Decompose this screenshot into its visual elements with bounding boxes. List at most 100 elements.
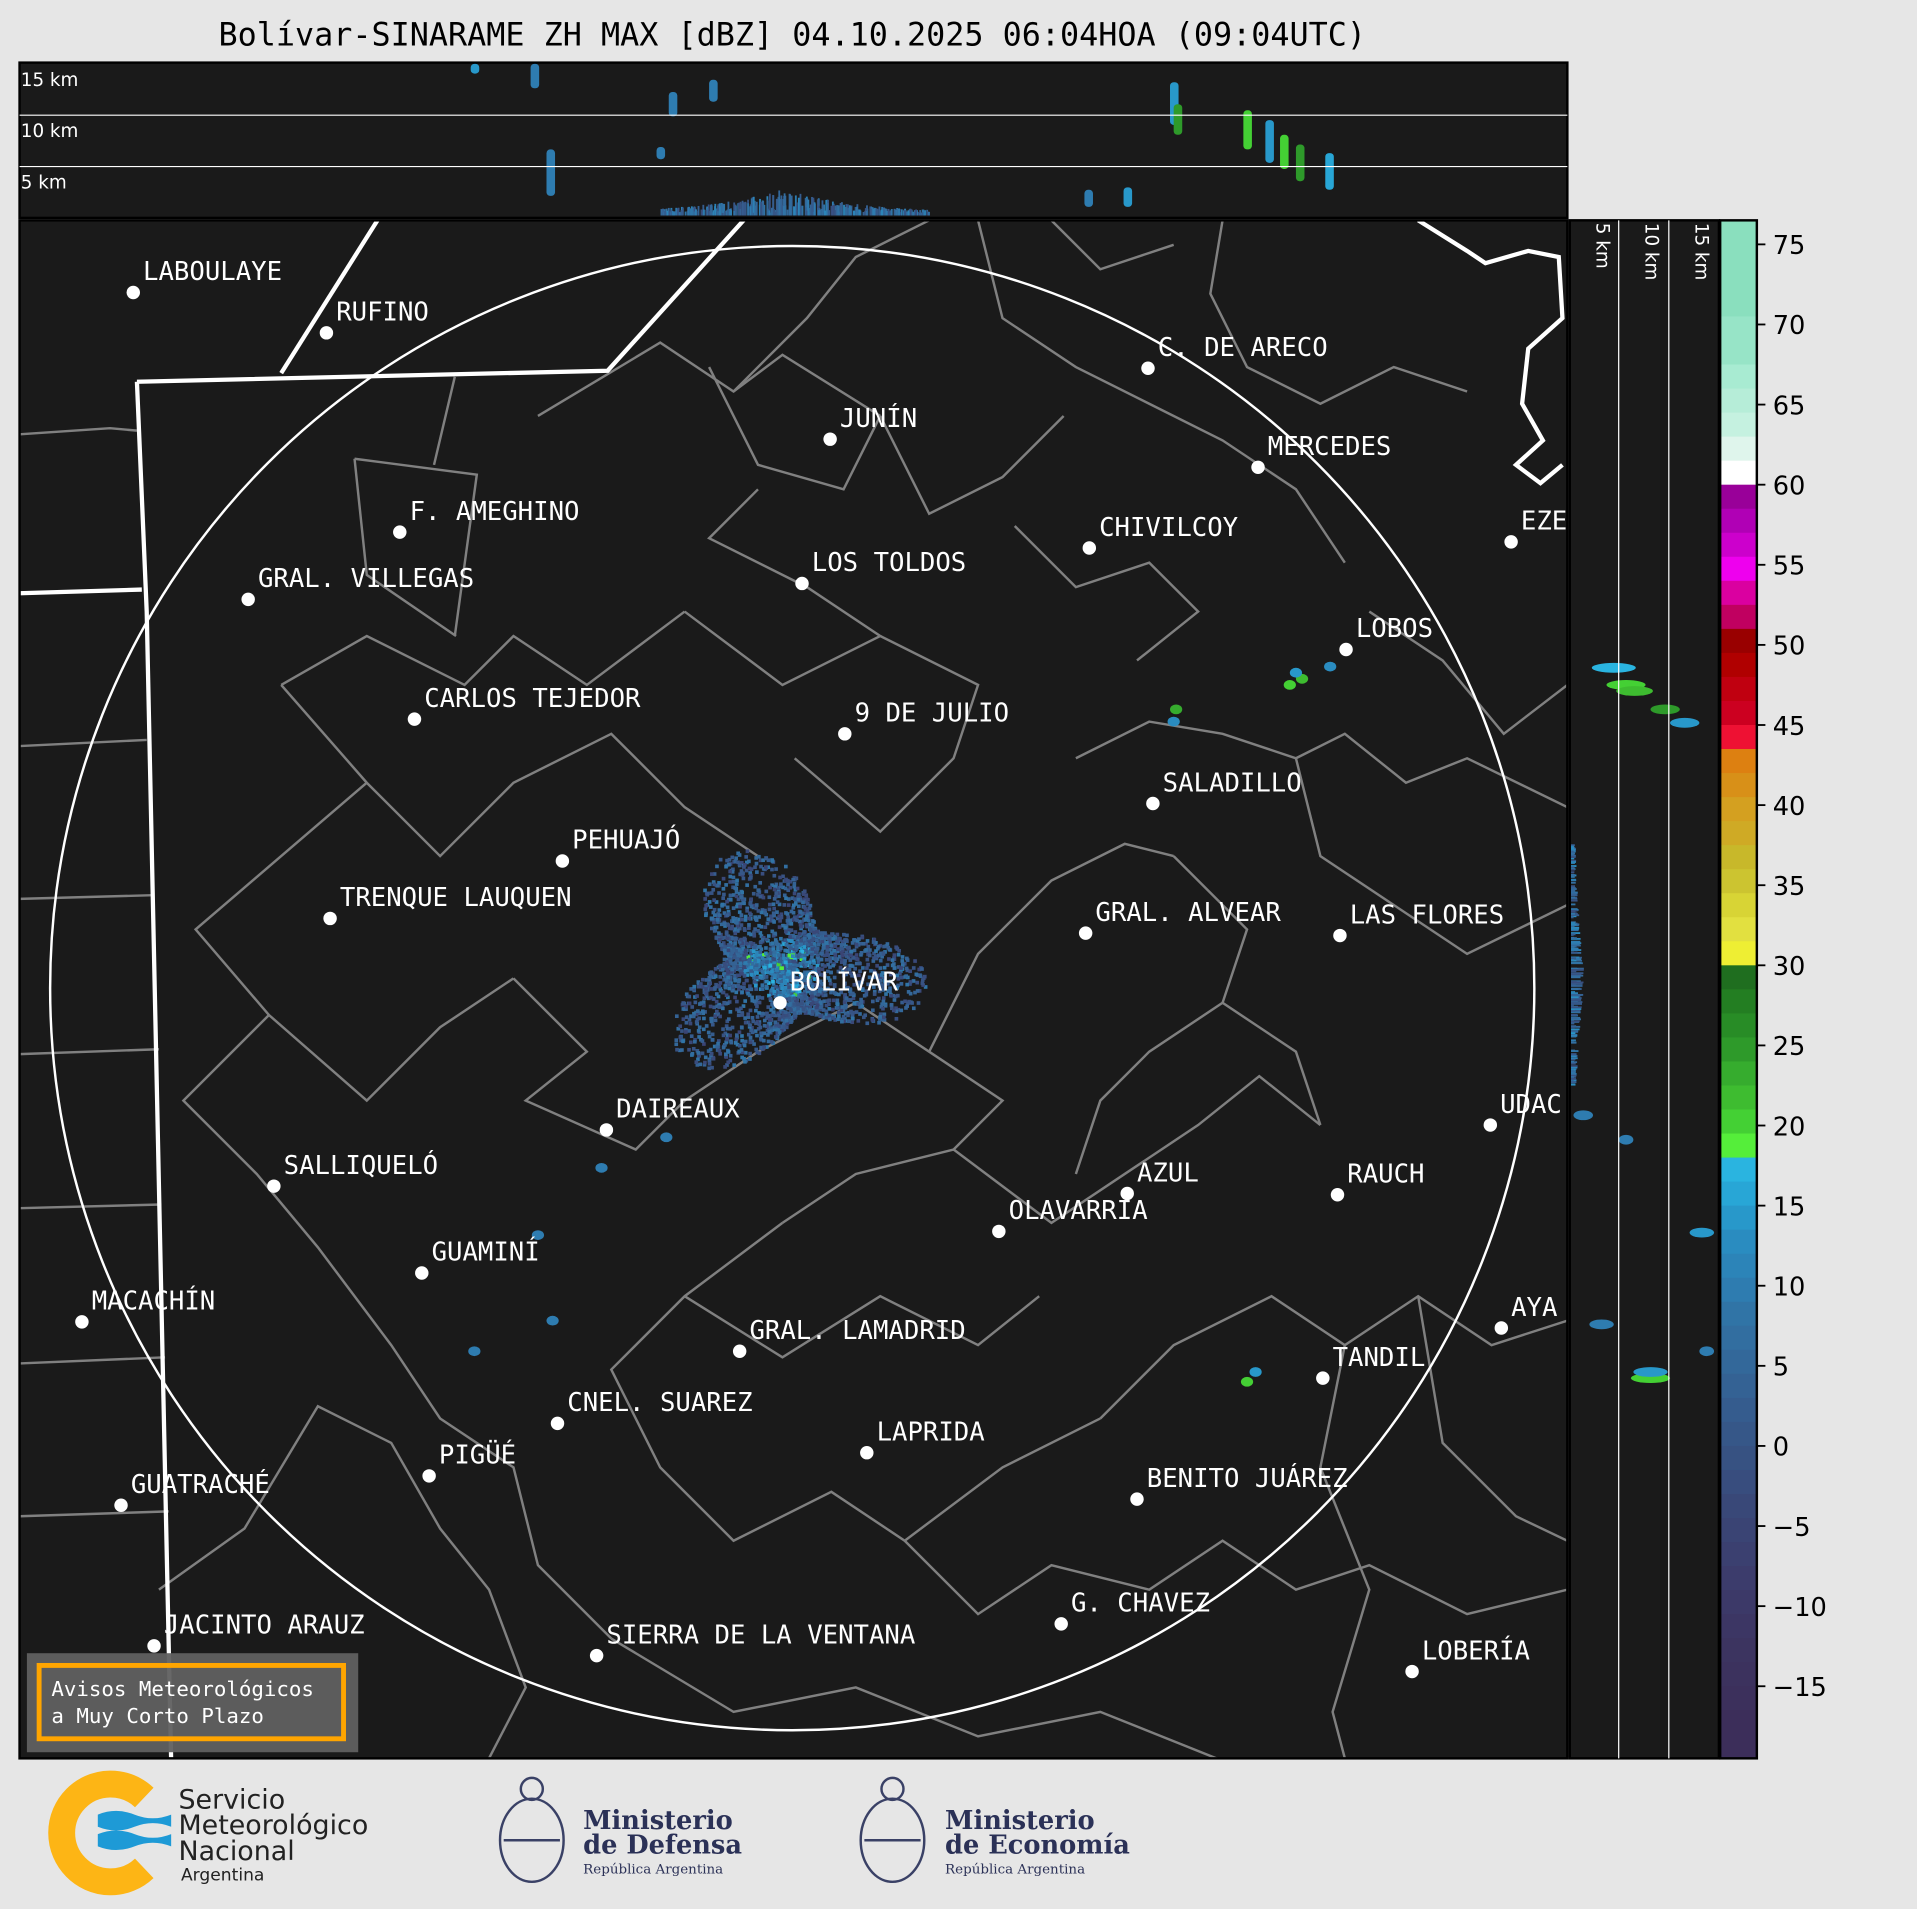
echo-pixel: [889, 993, 893, 998]
echo-pixel: [908, 982, 912, 986]
echo-pixel: [840, 1005, 844, 1009]
echo-pixel: [810, 984, 815, 989]
city-dot: [75, 1315, 89, 1329]
profile-echo: [1571, 945, 1575, 948]
echo-pixel: [728, 1053, 733, 1058]
echo-pixel: [731, 983, 736, 988]
profile-echo: [845, 206, 847, 216]
echo-pixel: [842, 932, 846, 937]
echo-pixel: [773, 931, 777, 936]
logo-text: Meteorológico: [178, 1810, 368, 1841]
echo-pixel: [890, 963, 895, 968]
echo-pixel: [848, 971, 853, 976]
echo-pixel: [746, 955, 751, 959]
echo-pixel: [779, 946, 783, 951]
profile-echo: [854, 206, 857, 216]
profile-echo: [773, 208, 775, 216]
echo-pixel: [798, 897, 803, 902]
echo-pixel: [854, 961, 859, 966]
echo-pixel: [790, 918, 795, 922]
echo-pixel: [798, 991, 802, 995]
echo-pixel: [741, 985, 746, 990]
profile-echo: [788, 193, 791, 216]
profile-echo: [1571, 903, 1576, 906]
echo-pixel: [800, 919, 804, 924]
echo-pixel: [900, 955, 905, 959]
echo-pixel: [827, 1007, 832, 1011]
profile-echo: [1571, 942, 1582, 945]
colorbar-band: [1720, 941, 1757, 966]
echo-pixel: [789, 946, 793, 951]
echo-pixel: [902, 962, 907, 966]
echo-pixel: [800, 949, 805, 954]
echo-pixel: [739, 923, 744, 927]
profile-echo: [801, 205, 804, 216]
echo-pixel: [710, 1065, 714, 1070]
city-label: TANDIL: [1333, 1343, 1426, 1373]
echo-pixel: [861, 966, 865, 970]
profile-echo: [1571, 991, 1576, 993]
city-label: RAUCH: [1347, 1160, 1424, 1190]
echo-pixel: [775, 1029, 780, 1034]
profile-echo: [922, 209, 925, 216]
profile-echo: [1571, 909, 1578, 912]
echo-pixel: [821, 944, 826, 948]
echo-pixel: [747, 926, 751, 930]
echo-pixel: [734, 882, 739, 886]
city-dot: [589, 1648, 604, 1663]
echo-pixel: [804, 898, 808, 903]
echo-pixel: [751, 941, 756, 946]
echo-pixel: [899, 982, 904, 986]
echo-pixel: [736, 983, 740, 988]
echo-pixel: [717, 1048, 722, 1053]
echo-pixel: [848, 989, 852, 993]
city-label: AZUL: [1137, 1158, 1199, 1188]
echo-pixel: [722, 892, 726, 897]
echo-pixel: [840, 967, 845, 972]
profile-echo: [1571, 951, 1578, 954]
echo-pixel: [691, 1046, 696, 1051]
profile-echo: [725, 210, 728, 216]
echo-pixel: [751, 949, 756, 954]
profile-echo: [678, 212, 681, 216]
city-dot: [415, 1266, 429, 1280]
echo-pixel: [703, 897, 708, 901]
echo-pixel: [811, 975, 815, 980]
echo-pixel: [773, 884, 777, 889]
profile-echo: [1571, 1009, 1581, 1012]
echo-pixel: [748, 1040, 753, 1045]
echo-pixel: [787, 959, 792, 963]
echo-pixel: [783, 925, 788, 930]
city-label: LOS TOLDOS: [812, 548, 966, 578]
echo-pixel: [878, 958, 883, 963]
echo-pixel: [725, 1036, 729, 1041]
echo-pixel: [833, 936, 838, 940]
echo-pixel: [894, 1016, 899, 1021]
echo-pixel: [820, 963, 825, 967]
echo-pixel: [797, 994, 801, 998]
echo-pixel: [777, 914, 782, 919]
echo-pixel: [792, 1002, 797, 1007]
echo-pixel: [816, 958, 821, 963]
echo-pixel: [722, 911, 727, 915]
echo-pixel: [733, 931, 738, 936]
echo-pixel: [819, 957, 824, 962]
profile-echo: [1699, 1346, 1715, 1357]
echo-pixel: [797, 943, 802, 948]
echo-pixel: [835, 957, 840, 961]
echo-pixel: [712, 1005, 716, 1010]
profile-echo: [806, 210, 809, 216]
warning-box[interactable]: Avisos Meteorológicos a Muy Corto Plazo: [26, 1653, 359, 1753]
profile-echo: [907, 210, 910, 216]
profile-echo: [729, 209, 731, 216]
echo-pixel: [889, 1003, 894, 1007]
colorbar-band: [1720, 700, 1757, 726]
colorbar-band: [1720, 797, 1757, 822]
echo-pixel: [865, 939, 870, 943]
echo-pixel: [749, 873, 753, 878]
echo-pixel: [791, 974, 796, 978]
echo-pixel: [785, 978, 789, 983]
echo-pixel: [908, 969, 913, 974]
profile-echo: [917, 211, 919, 216]
